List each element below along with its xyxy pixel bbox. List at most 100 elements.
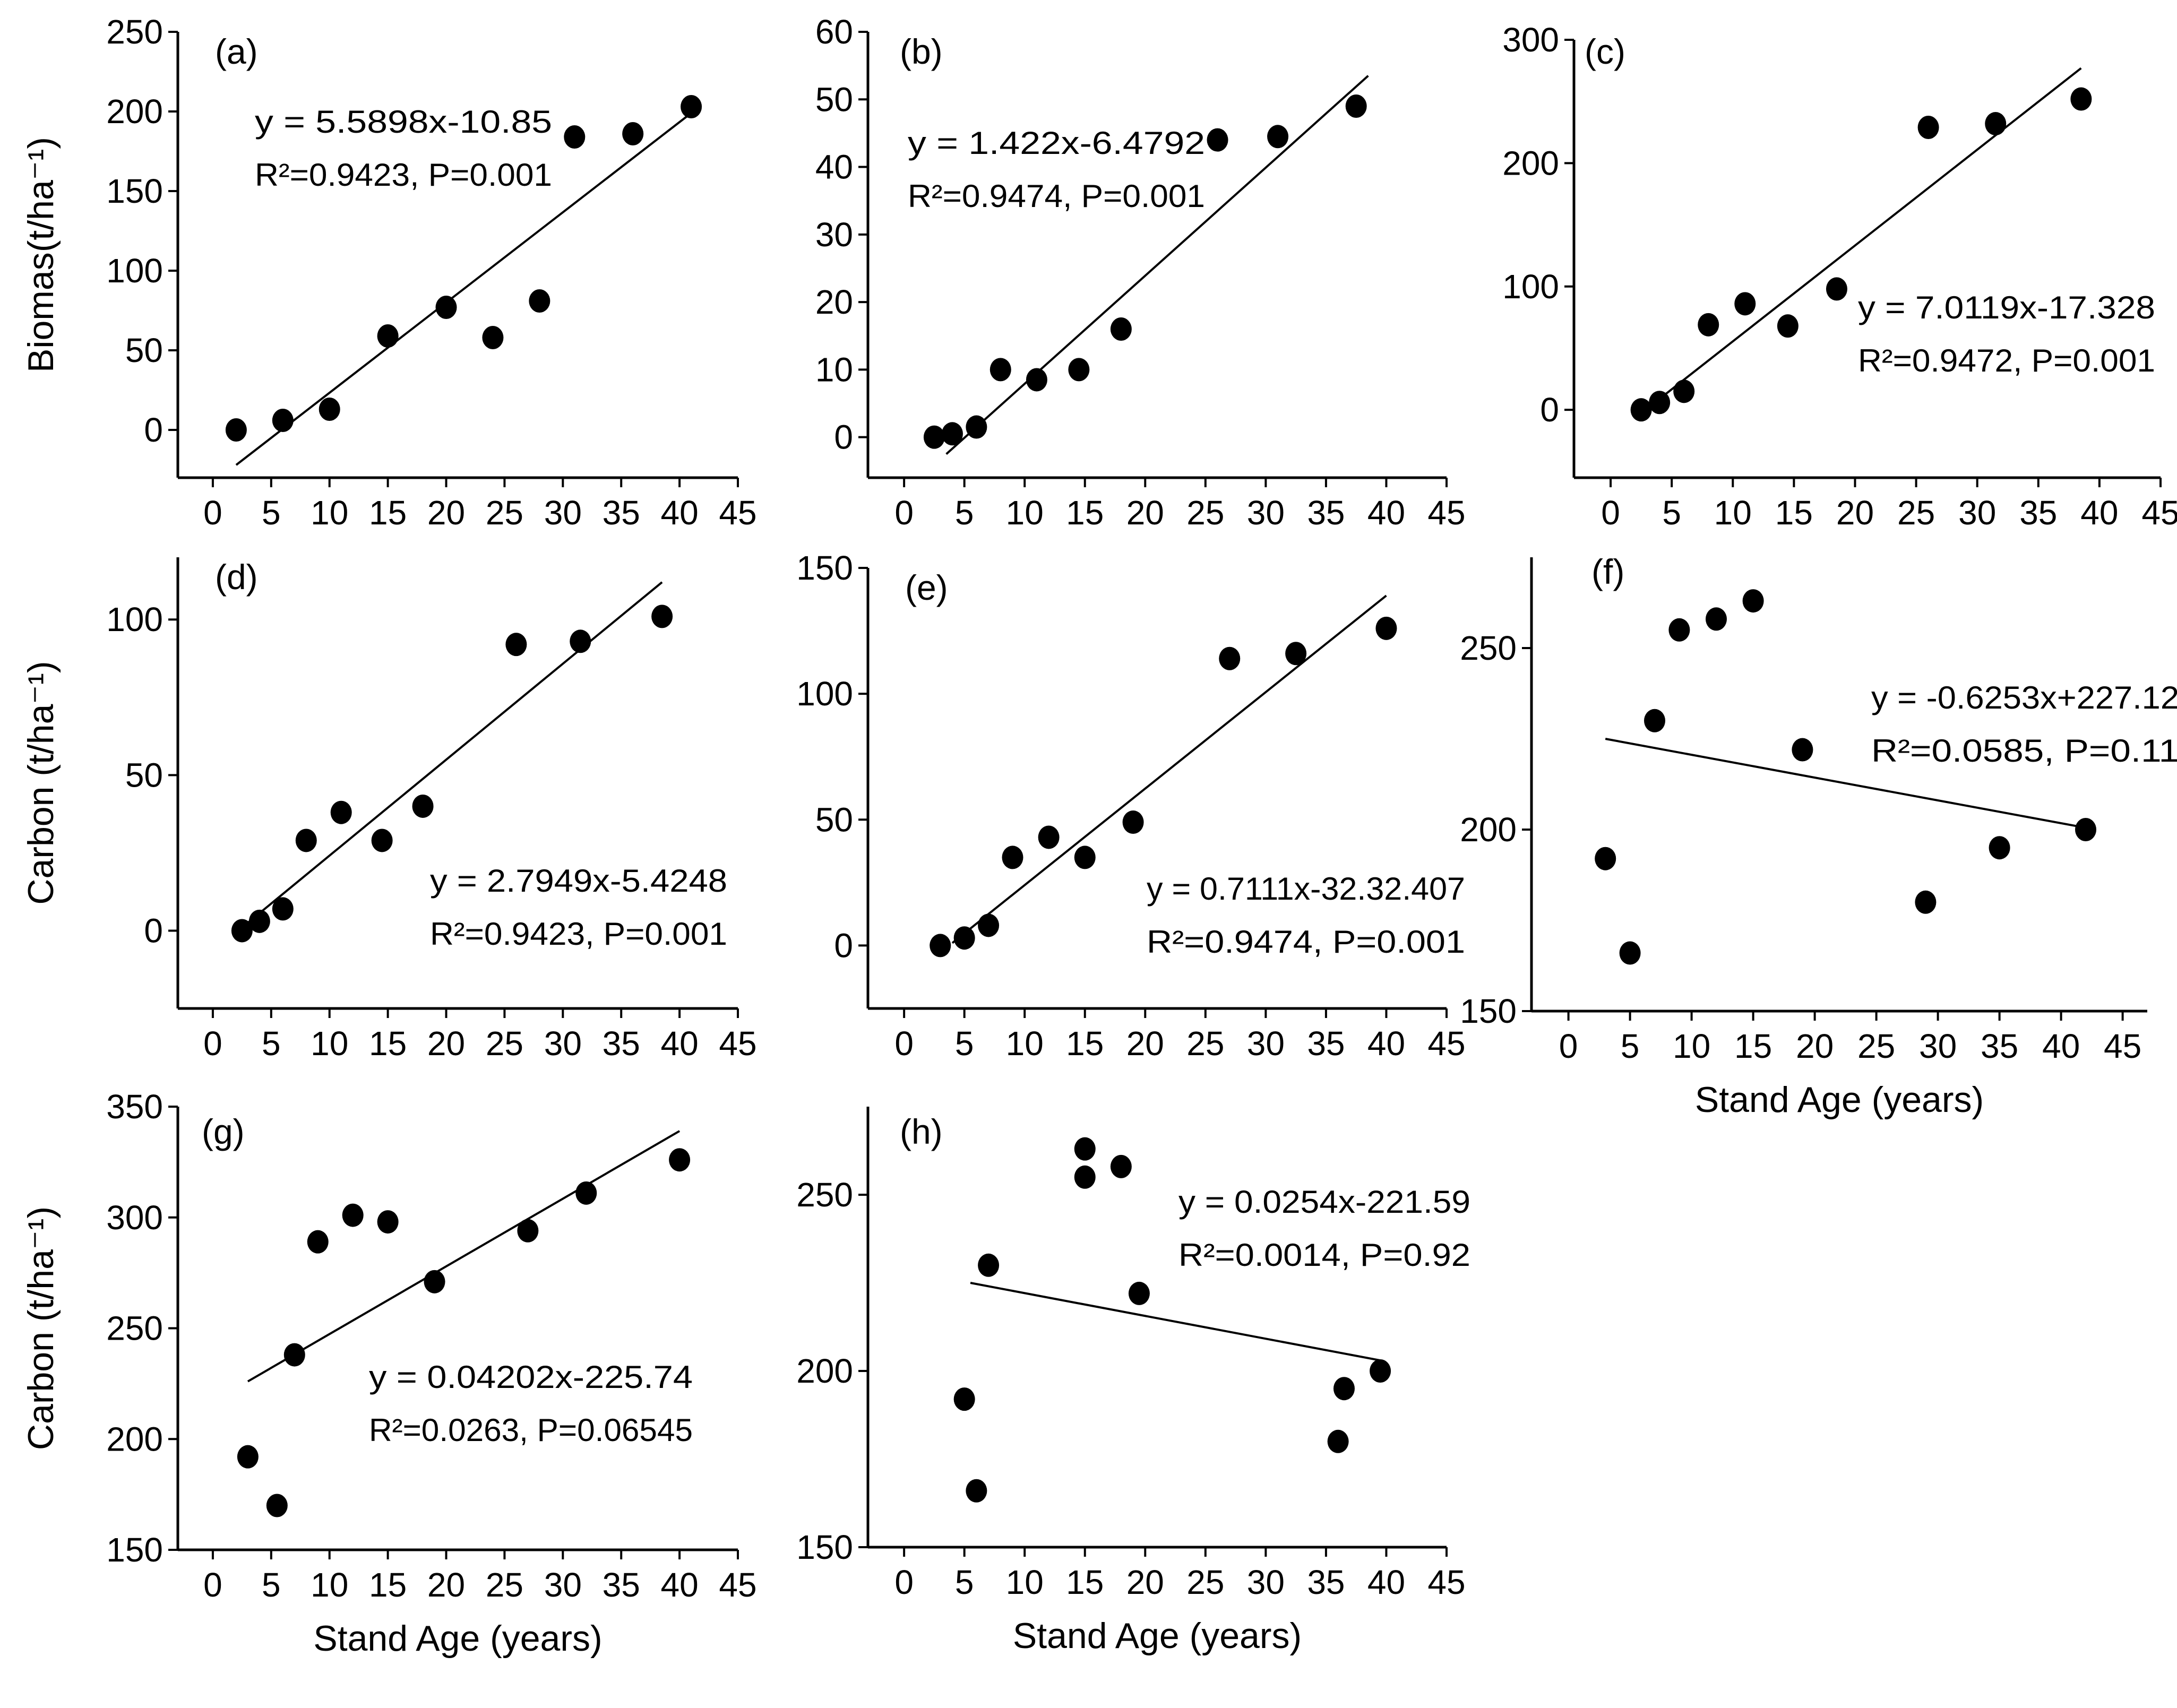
panel-b: 0 10 20 30 40 50 60 0 5 10 15 20 25 30 35 40 45 (b) y = 1.… <box>815 13 1466 532</box>
panel-d: 0 50 100 0 5 10 15 20 25 30 35 40 45 (d) y = 2.7949x-5… <box>21 557 757 1063</box>
x-tick-label: 25 <box>1186 1024 1224 1063</box>
y-tick-label: 150 <box>1460 992 1517 1030</box>
x-tick-label: 30 <box>1247 1024 1285 1063</box>
y-tick-label: 60 <box>815 13 853 51</box>
data-point <box>923 425 945 449</box>
r2-p-text: R²=0.9474, P=0.001 <box>1147 924 1465 960</box>
x-tick-label: 20 <box>427 1566 465 1604</box>
data-point <box>1207 128 1228 152</box>
x-tick-label: 5 <box>955 1563 974 1601</box>
x-tick-label: 15 <box>1066 1563 1104 1601</box>
data-point <box>1668 618 1690 642</box>
data-point <box>1734 292 1756 316</box>
y-tick-label: 100 <box>106 600 163 639</box>
x-tick-label: 35 <box>603 494 640 532</box>
x-axis-title: Stand Age (years) <box>313 1618 602 1659</box>
y-tick-label: 300 <box>1502 21 1559 59</box>
r2-p-text: R²=0.0585, P=0.11 <box>1871 733 2177 769</box>
x-tick-label: 20 <box>1836 494 1874 532</box>
panel-label: (f) <box>1591 552 1624 591</box>
data-point <box>1267 125 1289 149</box>
x-tick-label: 45 <box>2104 1027 2141 1065</box>
r2-p-text: R²=0.9423, P=0.001 <box>430 916 727 952</box>
x-tick-label: 30 <box>544 1566 582 1604</box>
data-point <box>1917 116 1939 139</box>
panel-f: 150 200 250 0 5 10 15 20 25 30 35 40 45 (f) y = -0.625… <box>1460 552 2177 1120</box>
data-point <box>651 605 673 628</box>
y-axis-title: Carbon (t/ha⁻¹) <box>21 1206 61 1450</box>
data-point <box>1777 314 1799 338</box>
data-point <box>248 909 270 933</box>
y-tick-label: 250 <box>796 1176 853 1214</box>
x-axis-title: Stand Age (years) <box>1013 1616 1302 1656</box>
y-axis-title: Carbon (t/ha⁻¹) <box>21 661 61 904</box>
data-point <box>622 122 644 145</box>
data-point <box>1002 846 1023 869</box>
x-tick-label: 5 <box>262 1024 281 1063</box>
x-tick-label: 20 <box>1126 1563 1164 1601</box>
y-tick-label: 50 <box>125 756 163 794</box>
data-point <box>330 800 352 824</box>
panel-a: 0 50 100 150 200 250 0 5 10 15 20 25 30 35 40 45 (a) y = … <box>21 13 757 532</box>
y-tick-label: 150 <box>796 1528 853 1566</box>
data-point <box>1219 646 1241 670</box>
x-tick-label: 40 <box>1367 1024 1405 1063</box>
panel-label: (g) <box>202 1112 245 1151</box>
panel-h: 150 200 250 0 5 10 15 20 25 30 35 40 45 (h) y = 0.0254… <box>796 1107 1470 1656</box>
y-tick-label: 0 <box>834 926 853 964</box>
panel-g: 150 200 250 300 350 0 5 10 15 20 25 30 35 40 45 (g) y = … <box>21 1088 757 1659</box>
fit-line <box>951 594 1387 944</box>
panel-label: (h) <box>900 1112 943 1151</box>
data-point <box>377 324 399 348</box>
x-tick-label: 35 <box>1307 494 1345 532</box>
data-point <box>575 1181 597 1205</box>
x-tick-label: 5 <box>955 494 974 532</box>
x-tick-label: 20 <box>427 494 465 532</box>
data-point <box>307 1230 329 1254</box>
r2-p-text: R²=0.9474, P=0.001 <box>908 178 1205 214</box>
equation-text: y = -0.6253x+227.12 <box>1871 680 2177 715</box>
x-tick-label: 5 <box>1621 1027 1640 1065</box>
x-tick-label: 5 <box>955 1024 974 1063</box>
x-tick-label: 20 <box>1126 1024 1164 1063</box>
y-tick-label: 0 <box>144 911 163 950</box>
data-point <box>669 1148 691 1172</box>
data-point <box>1792 738 1813 762</box>
data-point <box>517 1219 539 1243</box>
data-point <box>1128 1281 1150 1305</box>
data-point <box>319 398 340 421</box>
data-point <box>1068 358 1090 382</box>
fit-line <box>945 75 1369 455</box>
data-point <box>1074 1165 1096 1189</box>
panel-label: (e) <box>905 568 948 607</box>
x-tick-label: 0 <box>1601 494 1620 532</box>
data-point <box>564 125 586 149</box>
data-point <box>1915 890 1937 914</box>
x-tick-label: 10 <box>1006 494 1044 532</box>
data-point <box>2075 818 2096 841</box>
panel-label: (a) <box>215 32 258 71</box>
y-tick-label: 150 <box>106 172 163 210</box>
y-tick-label: 200 <box>106 92 163 131</box>
panel-e: 0 50 100 150 0 5 10 15 20 25 30 35 40 45 (e) y = 0.7111… <box>796 549 1465 1063</box>
r2-p-text: R²=0.0263, P=0.06545 <box>369 1412 693 1448</box>
y-tick-label: 100 <box>1502 268 1559 306</box>
data-point <box>930 934 951 957</box>
x-tick-label: 15 <box>1734 1027 1772 1065</box>
x-tick-label: 30 <box>1958 494 1996 532</box>
y-tick-label: 0 <box>144 411 163 449</box>
data-point <box>2070 87 2092 111</box>
x-tick-label: 0 <box>1559 1027 1578 1065</box>
y-tick-label: 100 <box>796 675 853 713</box>
panel-label: (d) <box>215 557 258 597</box>
data-point <box>1333 1377 1355 1401</box>
x-tick-label: 0 <box>203 1024 222 1063</box>
equation-text: y = 5.5898x-10.85 <box>255 104 552 140</box>
y-tick-label: 250 <box>106 13 163 51</box>
equation-text: y = 2.7949x-5.4248 <box>430 863 727 899</box>
data-point <box>482 326 504 349</box>
y-tick-label: 150 <box>796 549 853 587</box>
data-point <box>966 1479 987 1503</box>
fit-line <box>1605 738 2086 829</box>
x-tick-label: 30 <box>1247 1563 1285 1601</box>
